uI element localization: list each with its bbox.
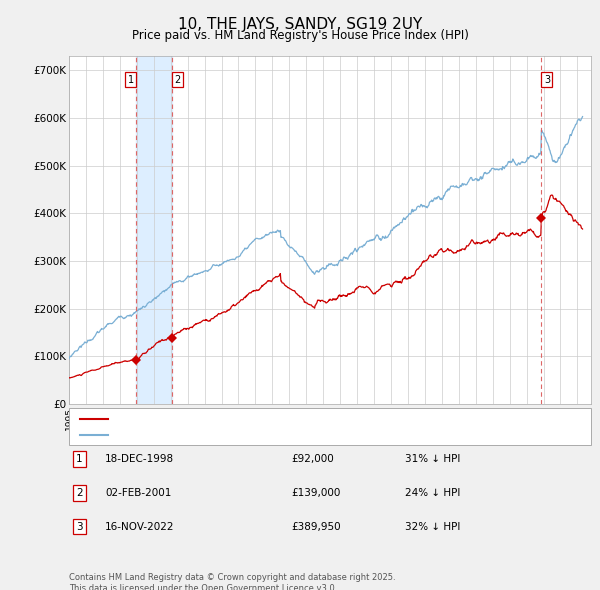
Text: 2: 2 bbox=[76, 488, 83, 498]
Text: Contains HM Land Registry data © Crown copyright and database right 2025.
This d: Contains HM Land Registry data © Crown c… bbox=[69, 573, 395, 590]
Text: 24% ↓ HPI: 24% ↓ HPI bbox=[405, 488, 460, 498]
Text: 1: 1 bbox=[128, 75, 134, 85]
Text: £139,000: £139,000 bbox=[291, 488, 340, 498]
Text: 02-FEB-2001: 02-FEB-2001 bbox=[105, 488, 172, 498]
Text: HPI: Average price, detached house, Central Bedfordshire: HPI: Average price, detached house, Cent… bbox=[113, 430, 401, 440]
Text: 32% ↓ HPI: 32% ↓ HPI bbox=[405, 522, 460, 532]
Text: Price paid vs. HM Land Registry's House Price Index (HPI): Price paid vs. HM Land Registry's House … bbox=[131, 30, 469, 42]
Text: 31% ↓ HPI: 31% ↓ HPI bbox=[405, 454, 460, 464]
Text: 1: 1 bbox=[76, 454, 83, 464]
Text: £92,000: £92,000 bbox=[291, 454, 334, 464]
Text: 16-NOV-2022: 16-NOV-2022 bbox=[105, 522, 175, 532]
Text: 3: 3 bbox=[76, 522, 83, 532]
Text: 2: 2 bbox=[175, 75, 181, 85]
Bar bbox=[136, 56, 172, 404]
Text: 10, THE JAYS, SANDY, SG19 2UY: 10, THE JAYS, SANDY, SG19 2UY bbox=[178, 17, 422, 31]
Text: 3: 3 bbox=[544, 75, 550, 85]
Text: 10, THE JAYS, SANDY, SG19 2UY (detached house): 10, THE JAYS, SANDY, SG19 2UY (detached … bbox=[113, 414, 363, 424]
Text: £389,950: £389,950 bbox=[291, 522, 341, 532]
Text: 18-DEC-1998: 18-DEC-1998 bbox=[105, 454, 174, 464]
